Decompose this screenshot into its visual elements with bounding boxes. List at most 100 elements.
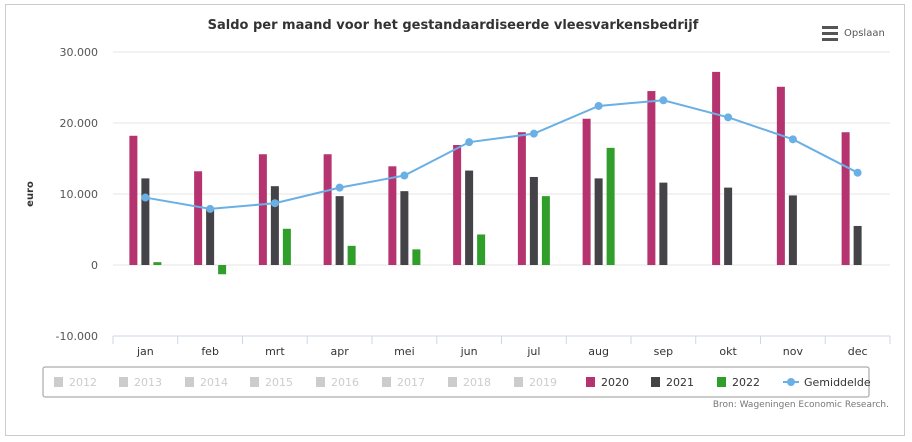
legend-marker-icon bbox=[787, 378, 795, 386]
bar-2020-jan bbox=[129, 135, 138, 265]
bar-2021-nov bbox=[788, 195, 797, 265]
average-point-mrt bbox=[270, 199, 279, 208]
legend-item-2012[interactable]: 2012 bbox=[54, 376, 97, 389]
legend-label: 2022 bbox=[732, 376, 760, 389]
legend-item-2022[interactable]: 2022 bbox=[717, 376, 760, 389]
legend-label: 2012 bbox=[69, 376, 97, 389]
legend-item-2013[interactable]: 2013 bbox=[119, 376, 162, 389]
legend-label: 2018 bbox=[463, 376, 491, 389]
bar-2021-dec bbox=[853, 225, 862, 265]
bar-2020-apr bbox=[323, 154, 332, 265]
legend-swatch-icon bbox=[586, 377, 595, 387]
legend-label: 2015 bbox=[265, 376, 293, 389]
legend-item-2014[interactable]: 2014 bbox=[185, 376, 228, 389]
legend-item-2017[interactable]: 2017 bbox=[382, 376, 425, 389]
average-point-jan bbox=[141, 193, 150, 202]
bar-2020-dec bbox=[841, 132, 850, 265]
average-point-jul bbox=[529, 129, 538, 138]
legend-label: 2021 bbox=[666, 376, 694, 389]
average-line bbox=[145, 99, 859, 210]
legend-swatch-icon bbox=[250, 377, 259, 387]
legend-item-2019[interactable]: 2019 bbox=[514, 376, 557, 389]
bar-2022-jul bbox=[541, 196, 550, 265]
y-tick-label: 30.000 bbox=[60, 46, 99, 59]
average-point-aug bbox=[594, 101, 603, 110]
bar-2021-okt bbox=[724, 187, 733, 265]
legend-swatch-icon bbox=[185, 377, 194, 387]
bar-2021-jul bbox=[529, 176, 538, 265]
legend-swatch-icon bbox=[382, 377, 391, 387]
bar-2022-jun bbox=[477, 234, 486, 265]
legend-item-2020[interactable]: 2020 bbox=[586, 376, 629, 389]
legend-label: 2013 bbox=[134, 376, 162, 389]
legend-swatch-icon bbox=[54, 377, 63, 387]
bar-2021-mrt bbox=[270, 186, 279, 265]
legend-label: 2017 bbox=[397, 376, 425, 389]
legend-item-2015[interactable]: 2015 bbox=[250, 376, 293, 389]
bar-2022-jan bbox=[153, 262, 162, 265]
legend-swatch-icon bbox=[119, 377, 128, 387]
average-point-jun bbox=[465, 138, 474, 147]
legend-swatch-icon bbox=[651, 377, 660, 387]
bar-2021-feb bbox=[206, 208, 215, 265]
legend-swatch-icon bbox=[316, 377, 325, 387]
y-axis-label: euro bbox=[25, 181, 36, 207]
average-point-okt bbox=[724, 113, 733, 122]
bar-2020-aug bbox=[582, 118, 591, 266]
bar-2021-jun bbox=[465, 170, 474, 265]
bar-2022-mrt bbox=[282, 228, 291, 265]
chart-frame bbox=[5, 4, 905, 436]
bar-2021-apr bbox=[335, 196, 344, 265]
bar-2022-aug bbox=[606, 147, 615, 265]
x-tick-label: jul bbox=[526, 345, 540, 358]
legend-box bbox=[42, 366, 870, 398]
legend-item-2021[interactable]: 2021 bbox=[651, 376, 694, 389]
bar-2021-sep bbox=[659, 182, 668, 265]
legend-label: 2014 bbox=[200, 376, 228, 389]
x-tick-label: jun bbox=[460, 345, 478, 358]
legend-label: 2020 bbox=[601, 376, 629, 389]
x-tick-label: aug bbox=[588, 345, 609, 358]
legend-item-gemiddelde[interactable]: Gemiddelde bbox=[783, 376, 871, 389]
average-point-feb bbox=[206, 204, 215, 213]
average-point-mei bbox=[400, 171, 409, 180]
legend-swatch-icon bbox=[717, 377, 726, 387]
legend-swatch-icon bbox=[514, 377, 523, 387]
y-tick-label: -10.000 bbox=[56, 330, 98, 343]
bar-2021-jan bbox=[141, 178, 150, 265]
bar-2021-mei bbox=[400, 191, 409, 265]
x-tick-label: jan bbox=[136, 345, 154, 358]
average-point-sep bbox=[659, 96, 668, 105]
y-tick-label: 20.000 bbox=[60, 117, 99, 130]
legend-label: Gemiddelde bbox=[804, 376, 871, 389]
x-tick-label: okt bbox=[719, 345, 737, 358]
bar-2022-apr bbox=[347, 245, 356, 265]
x-tick-label: mei bbox=[394, 345, 415, 358]
bar-2022-feb bbox=[218, 265, 227, 275]
export-label: Opslaan bbox=[844, 28, 885, 39]
bar-2020-sep bbox=[647, 91, 656, 265]
x-tick-label: feb bbox=[201, 345, 219, 358]
legend-item-2016[interactable]: 2016 bbox=[316, 376, 359, 389]
bar-2022-mei bbox=[412, 249, 421, 265]
export-button[interactable]: Opslaan bbox=[822, 26, 885, 41]
x-tick-label: sep bbox=[654, 345, 673, 358]
average-point-dec bbox=[853, 168, 862, 177]
x-tick-label: apr bbox=[331, 345, 350, 358]
legend-label: 2019 bbox=[529, 376, 557, 389]
bar-2020-nov bbox=[776, 86, 785, 265]
bar-2020-jun bbox=[453, 145, 462, 265]
x-tick-label: dec bbox=[848, 345, 868, 358]
average-point-nov bbox=[788, 135, 797, 144]
y-tick-label: 10.000 bbox=[60, 188, 99, 201]
menu-icon bbox=[822, 26, 838, 41]
bar-2020-mei bbox=[388, 166, 397, 265]
average-point-apr bbox=[335, 183, 344, 192]
bar-2020-mrt bbox=[258, 154, 267, 265]
legend-swatch-icon bbox=[448, 377, 457, 387]
legend-item-2018[interactable]: 2018 bbox=[448, 376, 491, 389]
bar-2020-okt bbox=[712, 71, 721, 265]
legend-label: 2016 bbox=[331, 376, 359, 389]
